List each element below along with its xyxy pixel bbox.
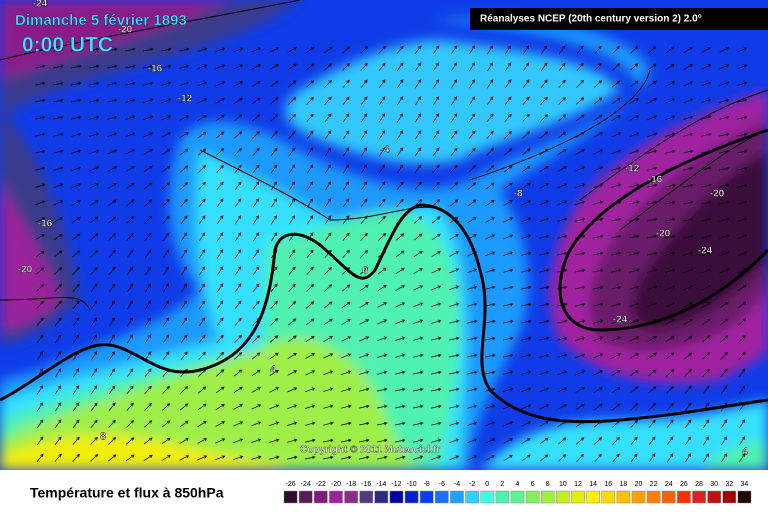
legend-tick: -12: [391, 481, 401, 488]
legend-swatch: [419, 490, 434, 504]
legend-swatch: [374, 490, 389, 504]
contour-label: -16: [38, 219, 53, 230]
legend-tick: -10: [407, 481, 417, 488]
contour-label: 4: [270, 365, 276, 376]
legend-swatch: [329, 490, 343, 504]
legend-tick: 26: [680, 481, 688, 488]
legend-tick: -18: [346, 481, 356, 488]
legend-swatch: [359, 490, 374, 504]
temperature-field: -24 -20 -16 -12 -16 -20 -4 0 4 8 -8 -12 -16 -20 -20 -24…: [0, 0, 768, 470]
legend-tick: -20: [331, 481, 341, 488]
contour-label: -16: [148, 64, 163, 75]
legend-swatch: [692, 490, 706, 504]
legend-tick: -16: [361, 481, 371, 488]
contour-label: -24: [613, 315, 628, 326]
legend-swatch: [298, 490, 313, 504]
legend-tick: 14: [589, 481, 597, 488]
legend-tick: 10: [559, 481, 567, 488]
contour-label: -4: [381, 145, 390, 156]
legend-swatch: [450, 490, 464, 504]
legend-swatch: [571, 490, 585, 504]
legend-swatch: [344, 490, 358, 504]
contour-label: -24: [698, 246, 713, 257]
legend-swatch: [616, 490, 631, 504]
legend-swatch: [435, 490, 449, 504]
legend-swatch: [707, 490, 721, 504]
contour-label: -20: [118, 25, 133, 36]
contour-label: 0: [362, 266, 368, 277]
contour-label: -20: [656, 229, 671, 240]
time-title: 0:00 UTC: [22, 34, 113, 57]
legend-tick: -8: [424, 481, 430, 488]
legend-tick: 34: [741, 481, 749, 488]
legend-swatch: [389, 490, 404, 504]
legend-tick: -24: [301, 481, 311, 488]
contour-label: -24: [33, 0, 48, 10]
arrow-field: [35, 45, 748, 463]
contour-label: -20: [18, 265, 33, 276]
wind-arrows: [35, 45, 748, 463]
legend-tick: -2: [469, 481, 475, 488]
legend-tick: -26: [286, 481, 296, 488]
legend-tick: 32: [725, 481, 733, 488]
contour-label: 8: [100, 432, 106, 443]
legend-tick: 20: [635, 481, 643, 488]
legend-tick: 8: [546, 481, 550, 488]
legend-tick: 28: [695, 481, 703, 488]
legend-swatch: [737, 490, 752, 504]
legend-tick: 16: [604, 481, 612, 488]
date-title: Dimanche 5 février 1893: [15, 12, 187, 29]
legend-tick: 0: [485, 481, 489, 488]
legend-swatch: [556, 490, 570, 504]
contour-label: 4: [742, 447, 748, 458]
contour-label: -16: [648, 175, 663, 186]
contour-labels: -24 -20 -16 -12 -16 -20 -4 0 4 8 -8 -12 -16 -20 -20 -24…: [18, 0, 749, 458]
legend-swatch: [661, 490, 676, 504]
legend-swatch: [677, 490, 691, 504]
color-scale: -26 -24 -22 -20 -18 -16 -14 -12 -10 -8 -6 -4 -2 0 2 4 6 8…: [283, 481, 752, 504]
legend-swatch: [586, 490, 600, 504]
legend-tick: 4: [516, 481, 520, 488]
legend-swatch: [722, 490, 737, 504]
contour-label: -20: [710, 189, 725, 200]
legend-tick: 24: [665, 481, 673, 488]
legend-swatch: [480, 490, 495, 504]
legend-swatch: [283, 490, 298, 504]
legend-tick: 6: [531, 481, 535, 488]
legend-swatch: [314, 490, 328, 504]
source: Réanalyses NCEP (20th century version 2)…: [480, 14, 702, 25]
legend-swatch: [404, 490, 419, 504]
legend-title: Température et flux à 850hPa: [30, 485, 224, 501]
legend-tick: 2: [500, 481, 504, 488]
legend-tick: -22: [316, 481, 326, 488]
legend-tick: -6: [439, 481, 445, 488]
legend-tick: 12: [574, 481, 582, 488]
contour-label: -8: [514, 189, 523, 200]
contour-label: -12: [178, 94, 193, 105]
source-box: [470, 8, 768, 30]
legend-swatch: [495, 490, 510, 504]
legend-tick: -14: [376, 481, 386, 488]
legend-tick: -4: [454, 481, 460, 488]
legend-swatch: [646, 490, 661, 504]
legend-swatch: [510, 490, 525, 504]
legend-swatch: [601, 490, 616, 504]
copyright: Copyright © 2011 Meteociel.fr: [300, 445, 440, 456]
legend-swatch: [525, 490, 540, 504]
legend-tick: 30: [710, 481, 718, 488]
legend-tick: 22: [650, 481, 658, 488]
legend-swatch: [540, 490, 555, 504]
zero-contours: [0, 128, 768, 424]
legend-swatch: [465, 490, 479, 504]
contour-label: -12: [625, 164, 640, 175]
legend-swatch: [631, 490, 646, 504]
legend-tick: 18: [620, 481, 628, 488]
